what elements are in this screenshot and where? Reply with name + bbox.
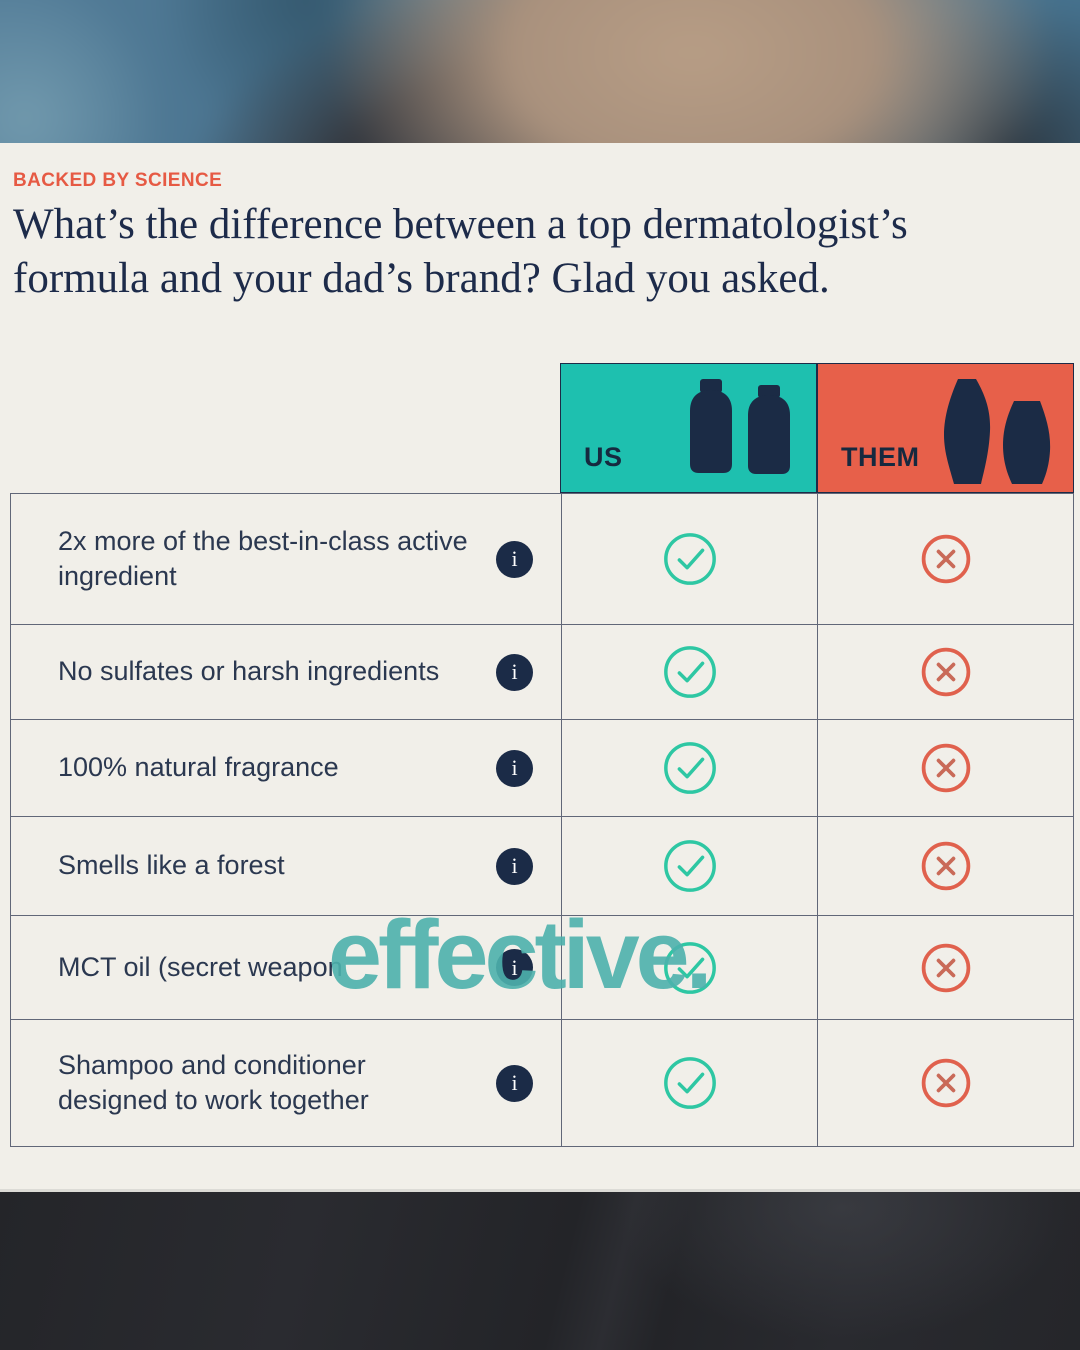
them-cell [817,494,1073,624]
them-column-label: THEM [841,442,920,472]
check-icon [663,840,716,892]
them-cell [817,1020,1073,1146]
comparison-table: US THEM 2x more [10,363,1074,1147]
feature-cell: 2x more of the best-in-class active ingr… [11,494,561,624]
feature-label: Shampoo and conditioner designed to work… [58,1049,369,1115]
cross-icon [921,534,970,584]
feature-cell: 100% natural fragrance i [11,720,561,816]
cross-icon [921,1058,970,1108]
table-row: No sulfates or harsh ingredients i [11,624,1073,719]
eyebrow-label: BACKED BY SCIENCE [13,170,223,191]
info-icon[interactable]: i [496,847,533,885]
check-icon [663,941,716,994]
feature-label: Smells like a forest [58,850,285,881]
cross-icon [921,647,970,697]
cross-icon [921,943,970,992]
feature-label: 100% natural fragrance [58,752,339,783]
them-cell [817,817,1073,915]
us-column-label: US [584,442,623,472]
check-icon [663,742,716,794]
us-cell [561,916,817,1019]
check-icon [663,533,716,585]
table-row: Smells like a forest i [11,816,1073,915]
info-icon[interactable]: i [496,949,533,986]
info-icon[interactable]: i [496,653,533,691]
them-cell [817,720,1073,816]
us-cell [561,817,817,915]
table-row: MCT oil (secret weapon i [11,915,1073,1019]
cross-icon [921,743,970,793]
info-icon[interactable]: i [496,749,533,787]
watermark-text: effective. [328,900,713,1009]
cross-icon [921,841,970,891]
table-row: 2x more of the best-in-class active ingr… [11,494,1073,624]
feature-label: 2x more of the best-in-class active ingr… [58,525,468,591]
feature-cell: Shampoo and conditioner designed to work… [11,1020,561,1146]
us-cell [561,1020,817,1146]
headline-line1: What’s the difference between a top derm… [13,201,908,248]
feature-cell: No sulfates or harsh ingredients i [11,625,561,719]
us-cell [561,625,817,719]
page-title: What’s the difference between a top derm… [13,198,1033,306]
curvy-bottles-icon [944,379,1051,484]
comparison-table-body: 2x more of the best-in-class active ingr… [10,493,1074,1147]
feature-cell: Smells like a forest i [11,817,561,915]
us-cell [561,720,817,816]
feature-label: No sulfates or harsh ingredients [58,656,440,687]
column-header-us: US [560,363,817,493]
table-row: 100% natural fragrance i [11,719,1073,816]
table-row: Shampoo and conditioner designed to work… [11,1019,1073,1146]
hero-photo [0,0,1080,143]
check-icon [663,646,716,698]
hero-photo-blur [0,0,1080,143]
headline-line2: formula and your dad’s brand? Glad you a… [13,254,830,302]
them-cell [817,916,1073,1019]
info-icon[interactable]: i [496,540,533,578]
feature-cell: MCT oil (secret weapon i [11,916,561,1019]
us-cell [561,494,817,624]
check-icon [663,1057,716,1109]
round-bottles-icon [690,379,790,474]
column-header-them: THEM [817,363,1074,493]
bottom-photo [0,1189,1080,1350]
feature-label: MCT oil (secret weapon [58,951,343,982]
them-cell [817,625,1073,719]
info-icon[interactable]: i [496,1064,533,1102]
